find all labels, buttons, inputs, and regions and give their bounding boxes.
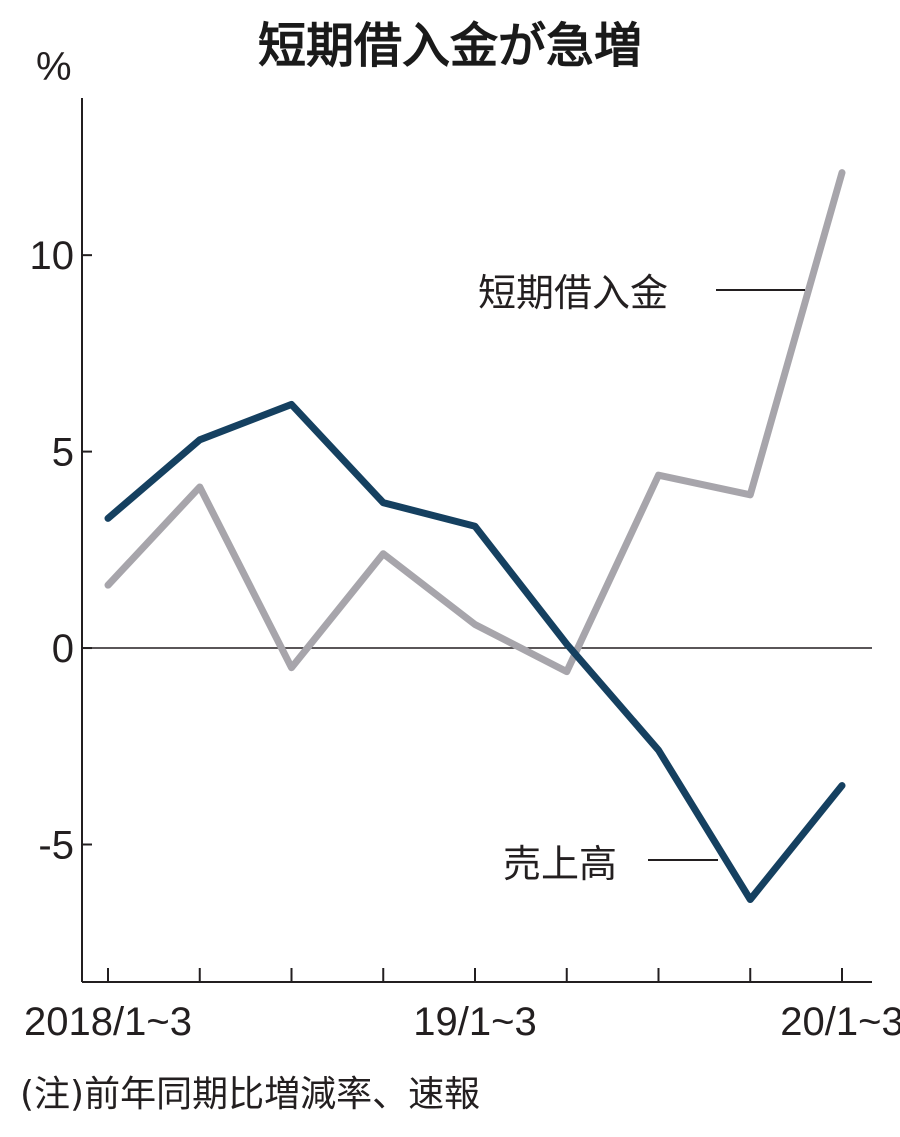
- chart-title: 短期借入金が急増: [258, 18, 642, 74]
- y-tick-label: 10: [30, 234, 75, 278]
- series-line-short-term-borrowing: [104, 169, 846, 676]
- series-label-short-term-borrowing: 短期借入金: [478, 271, 668, 315]
- y-tick-label: 5: [52, 431, 74, 475]
- x-tick-label: 20/1~3: [780, 1000, 900, 1044]
- y-tick-label: 0: [52, 627, 74, 671]
- y-ticks: 10 5 0 -5: [30, 234, 92, 867]
- y-unit-label: %: [36, 45, 72, 89]
- x-tick-label: 2018/1~3: [24, 1000, 192, 1044]
- plot-area: 10 5 0 -5 2018/1~3 19/1~3 20/1~3 短期借入金 売上高: [24, 98, 900, 1044]
- y-tick-label: -5: [38, 823, 74, 867]
- series-lines: [104, 169, 846, 903]
- footnote: (注)前年同期比増減率、速報: [20, 1074, 480, 1115]
- x-ticks: 2018/1~3 19/1~3 20/1~3: [24, 968, 900, 1044]
- series-label-sales: 売上高: [503, 842, 617, 886]
- x-tick-label: 19/1~3: [413, 1000, 536, 1044]
- series-labels: 短期借入金 売上高: [478, 271, 805, 886]
- series-line-sales: [104, 400, 846, 903]
